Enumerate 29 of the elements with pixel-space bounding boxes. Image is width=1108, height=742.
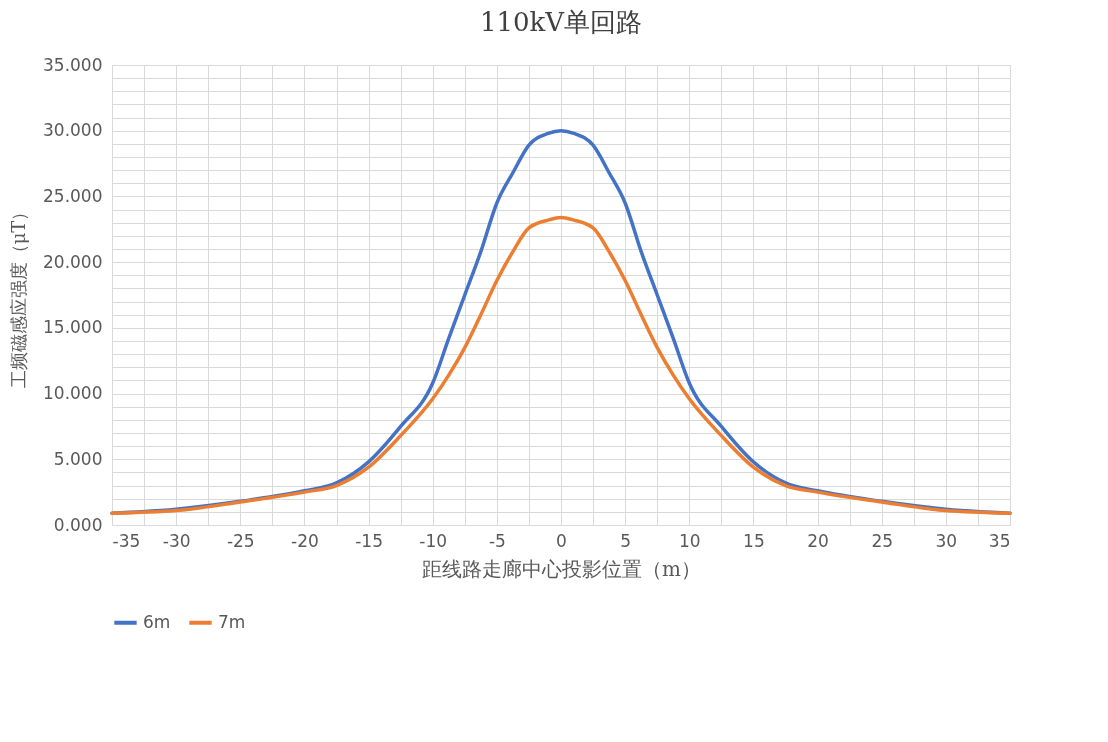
x-tick-label: 30 <box>935 530 958 551</box>
chart-title: 110kV单回路 <box>479 7 643 37</box>
x-tick-label: -25 <box>226 530 255 551</box>
x-tick-label: -35 <box>112 530 141 551</box>
y-tick-label: 15.000 <box>43 317 103 338</box>
x-tick-label: -5 <box>488 530 506 551</box>
x-tick-label: 0 <box>556 530 567 551</box>
x-tick-label: -20 <box>291 530 319 551</box>
x-tick-label: 20 <box>807 530 829 551</box>
y-tick-label: 10.000 <box>43 383 103 404</box>
x-tick-label: 35 <box>988 530 1011 551</box>
y-tick-label: 35.000 <box>43 54 103 75</box>
x-tick-label: -10 <box>419 530 448 551</box>
y-tick-label: 25.000 <box>43 185 103 206</box>
line-series <box>110 215 1012 515</box>
y-tick-label: 5.000 <box>53 448 103 469</box>
y-tick-label: 30.000 <box>43 120 103 141</box>
y-axis-title: 工频磁感应强度（μT） <box>8 202 30 389</box>
x-tick-label: -30 <box>162 530 191 551</box>
legend-label: 7m <box>218 611 246 632</box>
x-tick-label: -15 <box>355 530 383 551</box>
y-tick-label: 20.000 <box>43 251 103 272</box>
x-tick-label: 25 <box>871 530 894 551</box>
x-tick-label: 10 <box>678 530 701 551</box>
x-tick-label: 15 <box>743 530 765 551</box>
legend-label: 6m <box>143 611 171 632</box>
x-axis-title: 距线路走廊中心投影位置（m） <box>422 556 701 581</box>
y-tick-label: 0.000 <box>53 514 103 535</box>
x-tick-label: 5 <box>620 530 632 551</box>
